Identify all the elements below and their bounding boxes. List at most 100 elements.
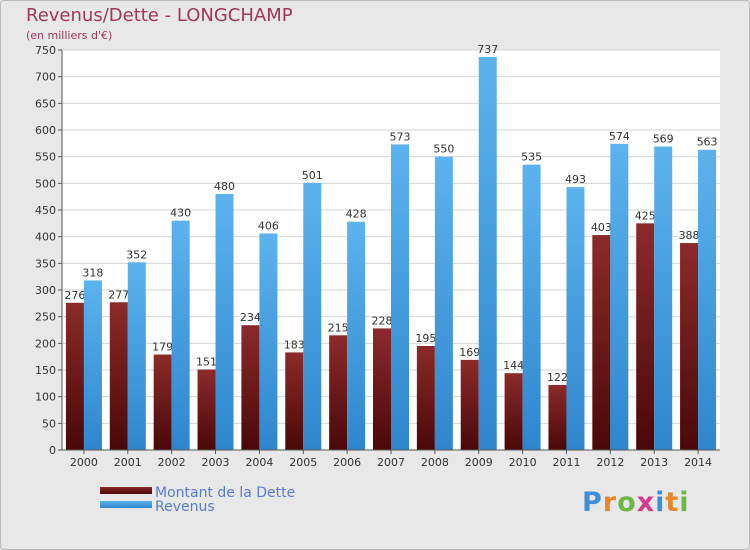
proxiti-logo: Proxiti — [582, 487, 690, 518]
data-label-debt: 195 — [415, 332, 436, 345]
data-label-revenue: 493 — [565, 173, 586, 186]
bar-debt — [592, 235, 611, 450]
x-tick-label: 2001 — [114, 456, 142, 469]
x-tick-label: 2005 — [289, 456, 317, 469]
data-label-revenue: 406 — [258, 219, 279, 232]
y-tick-label: 450 — [35, 204, 56, 217]
data-label-revenue: 501 — [302, 169, 323, 182]
bar-revenue — [434, 156, 453, 450]
legend-swatch-debt — [100, 487, 152, 494]
legend-label-debt: Montant de la Dette — [155, 485, 296, 501]
x-tick-label: 2008 — [421, 456, 449, 469]
bar-revenue — [171, 220, 190, 450]
data-label-debt: 403 — [591, 221, 612, 234]
chart-title: Revenus/Dette - LONGCHAMP — [26, 5, 293, 26]
data-label-revenue: 428 — [346, 208, 367, 221]
bar-revenue — [215, 194, 234, 450]
data-label-debt: 122 — [547, 371, 568, 384]
logo-letter: r — [602, 487, 618, 518]
x-tick-label: 2014 — [684, 456, 712, 469]
bar-revenue — [303, 182, 322, 451]
bar-debt — [636, 223, 655, 450]
y-tick-label: 400 — [35, 231, 56, 244]
bar-revenue — [127, 262, 146, 450]
y-tick-label: 200 — [35, 337, 56, 350]
data-label-debt: 144 — [503, 359, 524, 372]
data-label-revenue: 318 — [82, 266, 103, 279]
bar-revenue — [610, 143, 629, 450]
x-tick-label: 2006 — [333, 456, 361, 469]
data-label-debt: 234 — [240, 311, 261, 324]
x-tick-label: 2003 — [202, 456, 230, 469]
bar-revenue — [522, 164, 541, 450]
x-tick-label: 2013 — [640, 456, 668, 469]
x-tick-label: 2002 — [158, 456, 186, 469]
bar-debt — [548, 384, 567, 450]
y-tick-label: 0 — [49, 444, 56, 457]
legend-label-revenue: Revenus — [155, 499, 215, 515]
bar-debt — [416, 346, 435, 450]
bar-revenue — [566, 187, 585, 451]
logo-letter: P — [582, 487, 603, 518]
data-label-debt: 151 — [196, 355, 217, 368]
bar-debt — [373, 328, 391, 450]
data-label-debt: 277 — [108, 288, 129, 301]
logo-letter: i — [655, 487, 666, 518]
x-tick-label: 2000 — [70, 456, 98, 469]
bar-debt — [460, 359, 479, 450]
y-tick-label: 250 — [35, 311, 56, 324]
bar-debt — [285, 352, 304, 450]
logo-letter: t — [665, 487, 680, 518]
data-label-revenue: 563 — [697, 136, 718, 149]
bar-revenue — [83, 280, 102, 450]
data-label-debt: 425 — [635, 209, 656, 222]
logo-letter: o — [617, 487, 637, 518]
x-tick-label: 2009 — [465, 456, 493, 469]
bar-revenue — [698, 149, 717, 450]
legend-swatch-revenue — [100, 501, 152, 508]
data-label-debt: 215 — [328, 321, 349, 334]
x-tick-label: 2011 — [552, 456, 580, 469]
y-tick-label: 550 — [35, 151, 56, 164]
y-tick-label: 500 — [35, 177, 56, 190]
bar-debt — [65, 302, 84, 450]
data-label-debt: 388 — [679, 229, 700, 242]
data-label-debt: 228 — [372, 314, 393, 327]
data-label-debt: 169 — [459, 346, 480, 359]
bar-debt — [241, 325, 260, 450]
data-label-revenue: 574 — [609, 130, 630, 143]
logo-letter: x — [636, 487, 656, 518]
y-tick-label: 100 — [35, 391, 56, 404]
chart-subtitle: (en milliers d'€) — [26, 29, 113, 42]
bar-debt — [153, 354, 172, 450]
bar-revenue — [347, 221, 366, 450]
bar-debt — [504, 373, 523, 450]
data-label-revenue: 352 — [126, 248, 147, 261]
y-tick-label: 300 — [35, 284, 56, 297]
y-tick-label: 50 — [42, 417, 56, 430]
bar-revenue — [391, 144, 409, 450]
x-tick-label: 2012 — [596, 456, 624, 469]
bar-revenue — [654, 146, 673, 451]
logo-letter: i — [679, 487, 690, 518]
y-tick-label: 650 — [35, 97, 56, 110]
x-tick-label: 2010 — [509, 456, 537, 469]
y-tick-label: 600 — [35, 124, 56, 137]
data-label-revenue: 480 — [214, 180, 235, 193]
data-label-revenue: 569 — [653, 133, 674, 146]
y-tick-label: 750 — [35, 44, 56, 57]
data-label-debt: 276 — [64, 289, 85, 302]
x-tick-label: 2007 — [377, 456, 405, 469]
y-tick-label: 350 — [35, 257, 56, 270]
data-label-revenue: 573 — [390, 130, 411, 143]
data-label-revenue: 430 — [170, 207, 191, 220]
x-tick-label: 2004 — [245, 456, 273, 469]
bar-debt — [680, 243, 699, 450]
data-label-debt: 179 — [152, 341, 173, 354]
y-tick-label: 150 — [35, 364, 56, 377]
data-label-revenue: 535 — [521, 151, 542, 164]
y-tick-label: 700 — [35, 71, 56, 84]
data-label-revenue: 737 — [477, 43, 498, 56]
bar-debt — [329, 335, 348, 450]
